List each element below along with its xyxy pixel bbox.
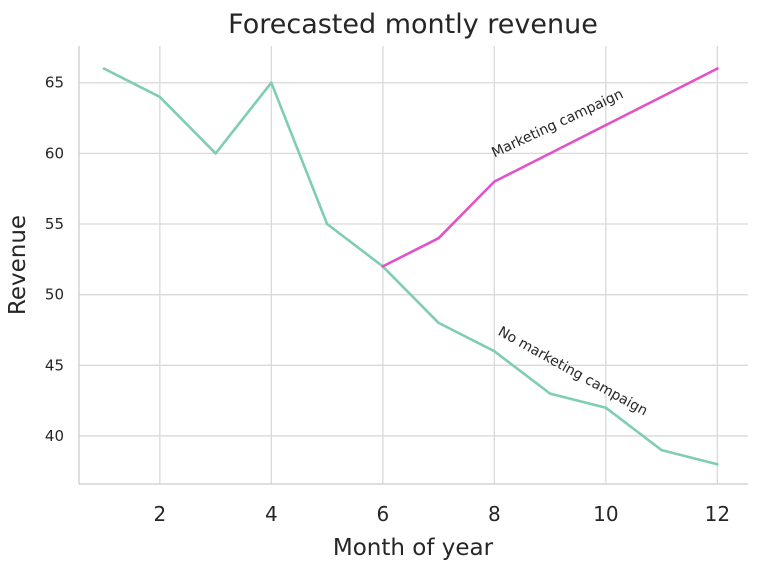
y-tick-label: 45	[45, 356, 64, 374]
data-point	[493, 349, 496, 353]
y-tick-label: 65	[45, 74, 64, 92]
x-tick-label: 2	[153, 502, 166, 526]
data-point	[716, 462, 719, 466]
y-tick-label: 60	[45, 144, 64, 162]
y-tick-label: 40	[45, 427, 64, 445]
data-point	[381, 265, 385, 268]
data-point	[548, 392, 552, 395]
data-point	[270, 81, 273, 85]
x-tick-label: 12	[705, 502, 730, 526]
data-point	[437, 236, 440, 240]
y-axis-label: Revenue	[5, 215, 31, 315]
x-tick-label: 6	[376, 502, 389, 526]
data-point	[437, 321, 440, 325]
data-point	[493, 180, 496, 183]
data-point	[325, 222, 329, 226]
x-tick-label: 8	[488, 502, 501, 526]
x-tick-label: 10	[593, 502, 618, 526]
data-point	[660, 448, 663, 452]
x-tick-labels: 2 4 6 8 10 12	[153, 502, 730, 526]
series-line-0	[102, 67, 719, 466]
y-tick-label: 50	[45, 286, 64, 304]
x-tick-label: 4	[265, 502, 278, 526]
axes-spines	[78, 46, 748, 485]
y-tick-labels: 40 45 50 55 60 65	[45, 74, 64, 445]
grid	[79, 46, 748, 484]
chart-title: Forecasted montly revenue	[228, 9, 598, 40]
y-tick-label: 55	[45, 215, 64, 233]
data-point	[548, 152, 552, 155]
data-point	[214, 152, 217, 155]
series-lines	[102, 67, 719, 466]
x-axis-label: Month of year	[333, 535, 494, 561]
data-point	[716, 67, 719, 70]
annotation-1: No marketing campaign	[495, 324, 650, 420]
data-point	[660, 95, 663, 99]
data-point	[158, 95, 162, 99]
data-point	[604, 406, 608, 410]
data-point	[102, 67, 106, 70]
series-line-1	[381, 67, 719, 268]
data-point	[604, 123, 608, 127]
